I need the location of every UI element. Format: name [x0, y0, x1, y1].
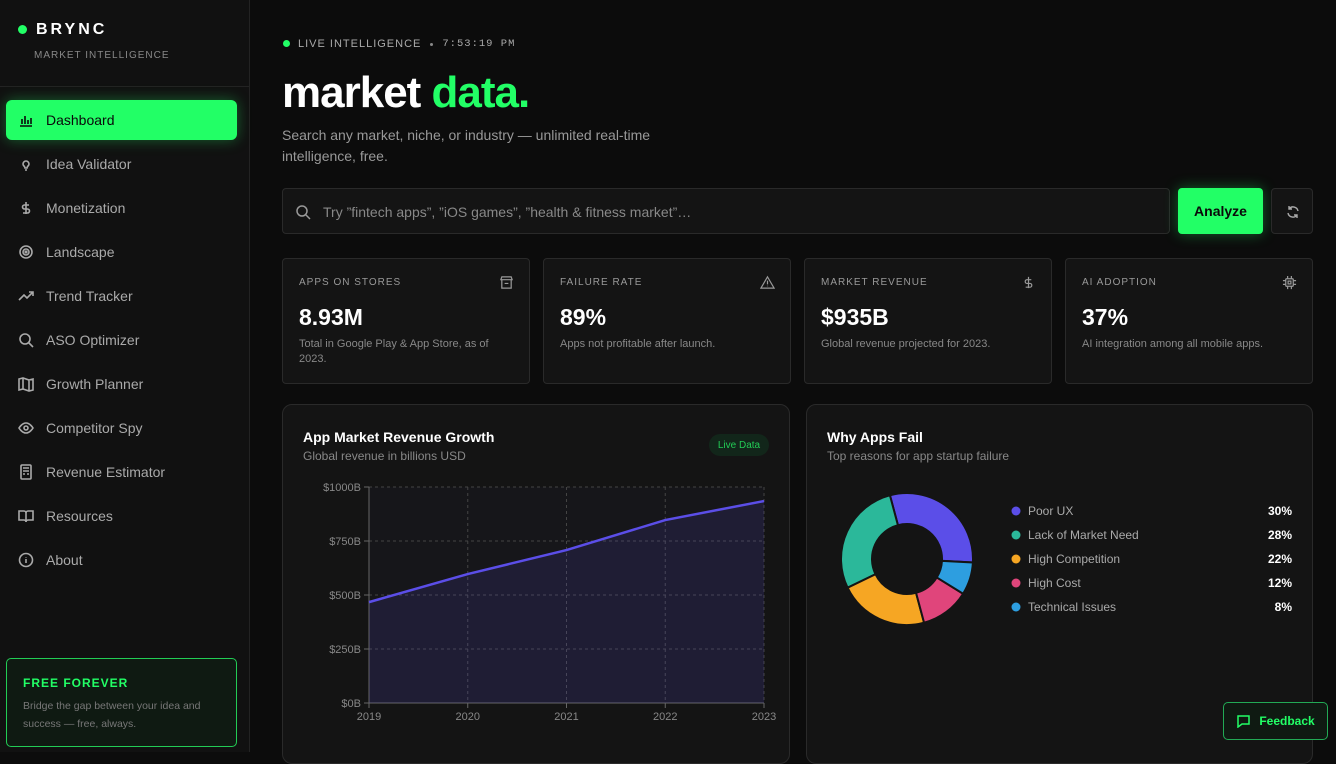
status-dot	[283, 40, 290, 47]
stat-icon	[1282, 275, 1297, 295]
nav-label: Dashboard	[46, 112, 115, 128]
brand[interactable]: BRYNC	[36, 21, 108, 38]
nav-icon	[19, 245, 33, 259]
stat-label: MARKET REVENUE	[821, 277, 928, 288]
nav-item[interactable]: Landscape	[6, 232, 237, 272]
nav-label: Trend Tracker	[46, 288, 133, 304]
subtitle: Search any market, niche, or industry — …	[282, 127, 651, 164]
promo-title: FREE FOREVER	[23, 676, 129, 690]
stat-value: 8.93M	[299, 304, 363, 330]
chart-subtitle: Global revenue in billions USD	[303, 449, 466, 463]
stat-value: 37%	[1082, 304, 1129, 330]
nav-item[interactable]: About	[6, 540, 237, 580]
nav-label: Idea Validator	[46, 156, 132, 172]
live-badge: Live Data	[709, 434, 769, 456]
nav-label: Growth Planner	[46, 376, 144, 392]
separator	[430, 42, 434, 46]
status-text: LIVE INTELLIGENCE	[298, 38, 422, 50]
nav-item[interactable]: Resources	[6, 496, 237, 536]
nav-icon	[18, 422, 34, 434]
icon	[1282, 275, 1297, 290]
nav-item[interactable]: Dashboard	[6, 100, 237, 140]
brand-dot	[18, 25, 27, 34]
nav-icon	[19, 333, 34, 348]
nav-icon	[18, 552, 34, 568]
icon	[1024, 276, 1033, 289]
nav-label: Resources	[46, 508, 113, 524]
nav-item[interactable]: Revenue Estimator	[6, 452, 237, 492]
stat-card: AI ADOPTION 37% AI integration among all m…	[1065, 258, 1313, 384]
stat-value: 89%	[560, 304, 607, 330]
search-icon	[296, 205, 311, 220]
tagline: MARKET INTELLIGENCE	[34, 50, 170, 61]
nav-icon	[22, 160, 30, 171]
nav-label: ASO Optimizer	[46, 332, 140, 348]
nav-item[interactable]: Growth Planner	[6, 364, 237, 404]
nav-label: Landscape	[46, 244, 115, 260]
clock: 7:53:19 PM	[442, 38, 516, 50]
headline: market data.	[282, 68, 531, 118]
nav-icon	[20, 116, 32, 127]
nav-item[interactable]: Competitor Spy	[6, 408, 237, 448]
nav-icon	[20, 464, 32, 480]
stat-note: Total in Google Play & App Store, as of …	[299, 338, 489, 365]
promo: FREE FOREVER Bridge the gap between your…	[6, 658, 237, 747]
divider	[0, 86, 249, 87]
stat-label: AI ADOPTION	[1082, 277, 1157, 288]
nav-item[interactable]: Monetization	[6, 188, 237, 228]
refresh-icon	[1287, 206, 1299, 218]
nav-label: Monetization	[46, 200, 126, 216]
icon	[759, 275, 776, 289]
search-box[interactable]: Try ”fintech apps”, ”iOS games”, ”health…	[282, 188, 1170, 234]
refresh-button[interactable]	[1271, 188, 1313, 234]
stat-card: FAILURE RATE 89% Apps not profitable after…	[543, 258, 791, 384]
sidebar: BRYNC MARKET INTELLIGENCE Dashboard Idea …	[0, 0, 250, 752]
chart-subtitle: Top reasons for app startup failure	[827, 449, 1010, 463]
chart-title: App Market Revenue Growth	[303, 429, 495, 445]
nav-item[interactable]: Trend Tracker	[6, 276, 237, 316]
line-card: App Market Revenue Growth Global revenue…	[282, 404, 790, 764]
analyze-button[interactable]: Analyze	[1178, 188, 1263, 234]
nav-icon	[18, 510, 34, 523]
stat-card: MARKET REVENUE $935B Global revenue projec…	[804, 258, 1052, 384]
chart-title: Why Apps Fail	[827, 429, 923, 445]
status: LIVE INTELLIGENCE 7:53:19 PM	[298, 38, 515, 50]
feedback-button[interactable]: Feedback	[1223, 702, 1328, 740]
feedback-text: Feedback	[1259, 714, 1315, 728]
stat-note: AI integration among all mobile apps.	[1082, 338, 1263, 350]
stat-value: $935B	[821, 304, 889, 330]
stat-label: FAILURE RATE	[560, 277, 643, 288]
nav-icon	[18, 291, 34, 301]
search-placeholder: Try ”fintech apps”, ”iOS games”, ”health…	[323, 204, 692, 220]
nav-label: Competitor Spy	[46, 420, 143, 436]
stat-note: Global revenue projected for 2023.	[821, 338, 991, 350]
stat-note: Apps not profitable after launch.	[560, 338, 716, 350]
stat-label: APPS ON STORES	[299, 277, 402, 288]
headline-main: market	[282, 68, 421, 117]
feedback-icon	[1237, 715, 1251, 728]
promo-text: Bridge the gap between your idea and suc…	[23, 700, 201, 730]
stat-icon	[499, 275, 514, 295]
nav-icon	[21, 202, 31, 214]
icon	[500, 276, 513, 289]
stat-icon	[759, 275, 776, 295]
nav-item[interactable]: Idea Validator	[6, 144, 237, 184]
nav-label: About	[46, 552, 83, 568]
nav-icon	[18, 377, 34, 392]
nav-label: Revenue Estimator	[46, 464, 166, 480]
nav-item[interactable]: ASO Optimizer	[6, 320, 237, 360]
stat-card: APPS ON STORES 8.93M Total in Google Play …	[282, 258, 530, 384]
headline-accent: data.	[431, 68, 531, 117]
stat-icon	[1021, 275, 1036, 295]
